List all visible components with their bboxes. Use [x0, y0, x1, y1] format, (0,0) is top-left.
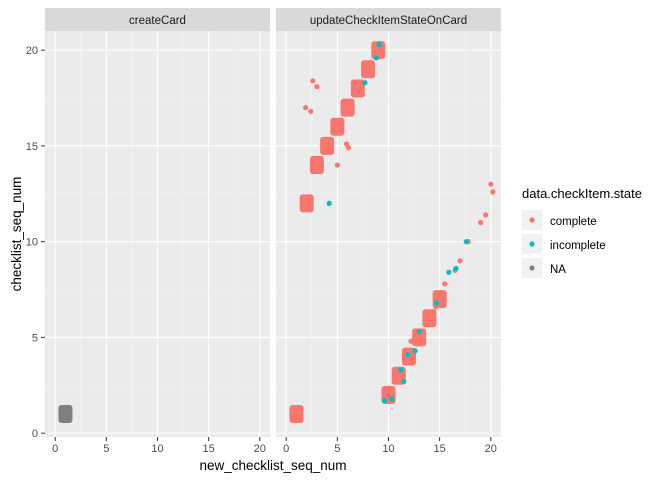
scatter-point-complete: [310, 78, 316, 84]
scatter-point-complete: [314, 162, 320, 168]
y-tick-label: 20: [26, 45, 38, 57]
scatter-point-incomplete: [398, 367, 404, 373]
legend-label-complete: complete: [550, 216, 597, 228]
x-tick-label: 10: [151, 443, 163, 455]
scatter-point-complete: [477, 219, 484, 226]
scatter-point-incomplete: [381, 398, 388, 404]
scatter-point-incomplete: [453, 265, 459, 272]
legend-label-incomplete: incomplete: [550, 240, 606, 252]
y-tick-label: 15: [26, 141, 38, 153]
legend-item-complete: complete: [522, 210, 597, 230]
x-tick-label: 20: [485, 443, 497, 455]
scatter-point-complete: [304, 200, 310, 206]
scatter-point-complete: [355, 85, 361, 92]
scatter-point-complete: [385, 392, 392, 398]
x-tick-label: 0: [52, 443, 58, 455]
scatter-point-complete: [396, 373, 402, 379]
y-axis-title: checklist_seq_num: [9, 177, 24, 292]
facet-strip-createcard: [45, 8, 270, 31]
scatter-point-incomplete: [401, 378, 407, 385]
legend-swatch-na: [529, 265, 535, 271]
y-tick-label: 10: [26, 237, 38, 249]
legend-item-na: NA: [522, 258, 566, 278]
scatter-point-incomplete: [376, 41, 382, 48]
scatter-point-incomplete: [373, 55, 379, 61]
x-tick-label: 15: [203, 443, 215, 455]
scatter-point-incomplete: [405, 352, 411, 358]
scatter-point-incomplete: [433, 300, 440, 306]
legend: data.checkItem.state complete incomplete…: [522, 186, 642, 278]
scatter-point-incomplete: [388, 396, 395, 402]
scatter-point-complete: [324, 143, 330, 149]
legend-swatch-incomplete: [529, 241, 535, 247]
scatter-point-complete: [334, 124, 340, 130]
facet-strip-updatecheckitemstateoncard: [276, 8, 501, 31]
scatter-point-complete: [334, 162, 340, 168]
scatter-point-na: [62, 411, 69, 417]
scatter-point-complete: [303, 105, 309, 111]
grid-layer: [45, 31, 501, 437]
x-tick-label: 15: [434, 443, 446, 455]
y-tick-label: 0: [32, 428, 38, 440]
legend-swatch-complete: [529, 217, 535, 223]
scatter-point-incomplete: [416, 329, 422, 335]
legend-title: data.checkItem.state: [522, 186, 642, 201]
points-layer: [58, 41, 496, 424]
legend-label-na: NA: [550, 264, 566, 276]
y-tick-label: 5: [32, 332, 38, 344]
x-tick-label: 20: [254, 443, 266, 455]
scatter-point-complete: [314, 83, 320, 90]
scatter-point-complete: [375, 47, 381, 53]
x-axis-title: new_checklist_seq_num: [199, 458, 346, 473]
scatter-point-complete: [343, 141, 350, 147]
legend-item-incomplete: incomplete: [522, 234, 606, 254]
scatter-point-complete: [346, 145, 352, 151]
x-tick-label: 5: [334, 443, 340, 455]
facet-label-updatecheckitemstateoncard: updateCheckItemStateOnCard: [310, 15, 467, 27]
scatter-point-complete: [426, 315, 433, 321]
scatter-point-complete: [293, 411, 300, 417]
scatter-point-complete: [308, 108, 314, 115]
scatter-point-complete: [437, 296, 443, 302]
scatter-point-incomplete: [446, 269, 452, 275]
scatter-point-incomplete: [463, 239, 469, 245]
x-tick-label: 0: [283, 443, 289, 455]
x-tick-label: 10: [382, 443, 394, 455]
scatter-point-incomplete: [326, 200, 332, 206]
scatter-point-complete: [483, 212, 489, 218]
scatter-point-complete: [490, 189, 496, 195]
scatter-point-complete: [344, 105, 351, 111]
scatter-point-complete: [408, 338, 414, 344]
x-tick-label: 5: [103, 443, 109, 455]
axis-layer: 0 5 10 15 20 0 5 10 15 20 0 5 10 15 20: [26, 45, 497, 455]
facet-label-createcard: createCard: [129, 15, 186, 27]
scatter-point-incomplete: [362, 80, 368, 86]
scatter-point-complete: [457, 258, 463, 264]
scatter-point-complete: [442, 281, 448, 287]
scatter-point-complete: [365, 66, 371, 72]
scatter-point-incomplete: [412, 348, 418, 354]
scatter-point-complete: [488, 181, 494, 187]
scatter-point-complete: [416, 334, 422, 341]
